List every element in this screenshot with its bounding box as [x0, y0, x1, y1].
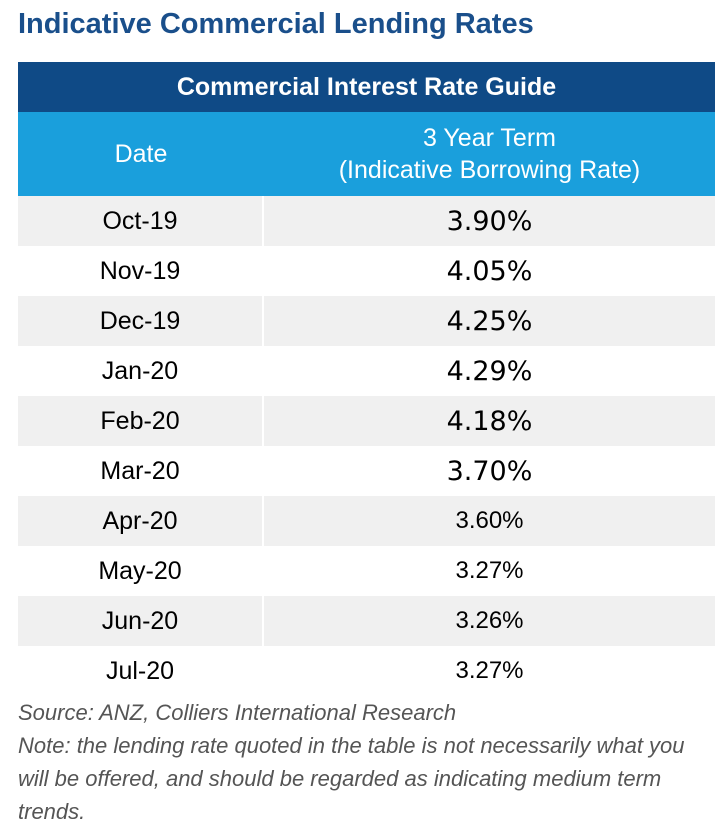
- footnotes: Source: ANZ, Colliers International Rese…: [18, 696, 718, 828]
- table-title: Commercial Interest Rate Guide: [18, 62, 715, 112]
- column-header-rate-line2: (Indicative Borrowing Rate): [338, 156, 641, 184]
- table-row: Jan-20 4.29%: [18, 346, 715, 396]
- date-cell: Oct-19: [18, 196, 264, 246]
- table-body: Oct-19 3.90% Nov-19 4.05% Dec-19 4.25% Jan-20 4…: [18, 196, 715, 696]
- date-cell: Jul-20: [18, 646, 264, 696]
- source-note: Source: ANZ, Colliers International Rese…: [18, 700, 457, 725]
- rate-cell: 3.27%: [455, 657, 524, 684]
- table-row: Dec-19 4.25%: [18, 296, 715, 346]
- column-header-date: Date: [114, 139, 168, 168]
- table-row: May-20 3.27%: [18, 546, 715, 596]
- column-header-rate: 3 Year Term (Indicative Borrowing Rate): [264, 112, 715, 196]
- rate-table: Commercial Interest Rate Guide Date 3 Ye…: [18, 62, 715, 696]
- table-row: Oct-19 3.90%: [18, 196, 715, 246]
- rate-cell: 3.90%: [446, 205, 533, 237]
- date-cell: Dec-19: [18, 296, 264, 346]
- date-cell: Nov-19: [18, 246, 264, 296]
- table-row: Mar-20 3.70%: [18, 446, 715, 496]
- table-row: Apr-20 3.60%: [18, 496, 715, 546]
- rate-cell: 4.29%: [446, 355, 533, 387]
- column-header-rate-line1: 3 Year Term: [423, 124, 556, 152]
- table-row: Nov-19 4.05%: [18, 246, 715, 296]
- table-row: Jul-20 3.27%: [18, 646, 715, 696]
- column-header-row: Date 3 Year Term (Indicative Borrowing R…: [18, 112, 715, 196]
- date-cell: Feb-20: [18, 396, 264, 446]
- date-cell: Jun-20: [18, 596, 264, 646]
- rate-cell: 3.26%: [455, 607, 524, 634]
- page-title: Indicative Commercial Lending Rates: [18, 8, 534, 40]
- rate-cell: 4.25%: [446, 305, 533, 337]
- table-row: Feb-20 4.18%: [18, 396, 715, 446]
- rate-cell: 3.60%: [455, 507, 524, 534]
- date-cell: Apr-20: [18, 496, 264, 546]
- disclaimer-note: Note: the lending rate quoted in the tab…: [18, 733, 685, 824]
- table-row: Jun-20 3.26%: [18, 596, 715, 646]
- rate-cell: 4.18%: [446, 405, 533, 437]
- date-cell: May-20: [18, 546, 264, 596]
- rate-cell: 4.05%: [446, 255, 533, 287]
- rate-cell: 3.70%: [446, 455, 533, 487]
- date-cell: Jan-20: [18, 346, 264, 396]
- rate-cell: 3.27%: [455, 557, 524, 584]
- date-cell: Mar-20: [18, 446, 264, 496]
